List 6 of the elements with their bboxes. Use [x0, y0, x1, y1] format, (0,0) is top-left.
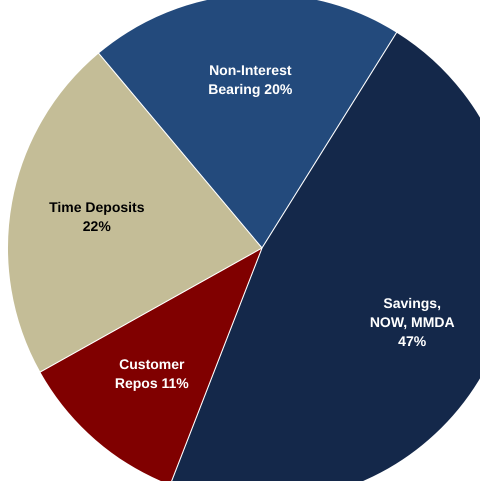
data-label: 47%: [398, 333, 427, 350]
slice-label: Non-Interest Bearing 20%: [208, 62, 293, 97]
slice-label: Savings, NOW, MMDA: [370, 295, 455, 330]
slice-label: Customer Repos 11%: [114, 356, 190, 392]
slice-label: Time Deposits: [49, 199, 145, 216]
data-label: 22%: [82, 218, 112, 234]
